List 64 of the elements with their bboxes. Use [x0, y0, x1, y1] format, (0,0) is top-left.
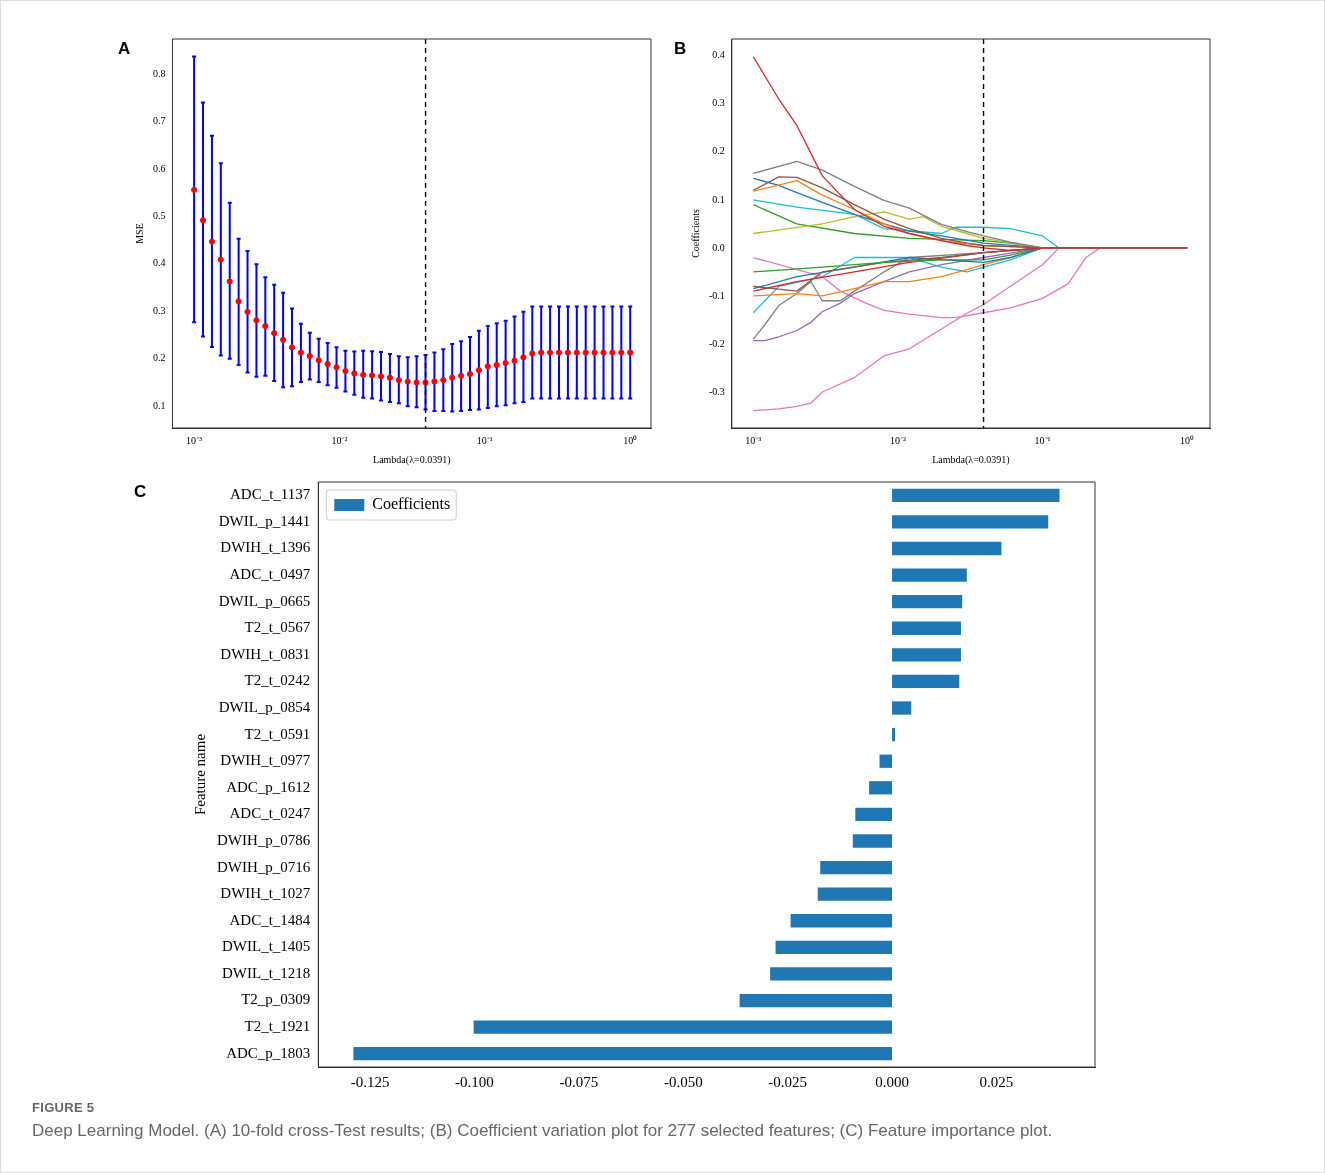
- x-tick-label: 10⁻²: [889, 434, 906, 446]
- y-tick-label: DWIH_t_1027: [220, 885, 311, 902]
- x-tick-label: 10⁻²: [331, 434, 348, 446]
- y-tick-label: 0.5: [153, 210, 166, 222]
- x-tick-label: -0.100: [455, 1073, 494, 1090]
- y-tick-label: T2_t_0591: [244, 725, 311, 742]
- y-tick-label: DWIH_t_1396: [220, 539, 311, 556]
- y-tick-label: 0.0: [712, 241, 725, 253]
- y-tick-label: 0.6: [153, 162, 166, 174]
- y-tick-label: ADC_t_0497: [229, 566, 311, 583]
- y-tick-label: ADC_p_1612: [226, 778, 311, 795]
- y-tick-label: T2_p_0309: [241, 991, 311, 1008]
- y-tick-label: 0.1: [712, 193, 725, 205]
- text: Deep Learning Model. (A) 10-fold cross-Test results; (B) Coefficient variation plot for 277 selected features; (C) Feature importance plot.: [32, 1121, 1053, 1141]
- y-tick-label: -0.1: [708, 289, 725, 301]
- y-tick-label: DWIL_p_0665: [218, 592, 311, 609]
- y-axis-title: Feature name: [191, 733, 208, 816]
- y-tick-label: 0.3: [712, 97, 725, 109]
- y-tick-label: T2_t_0567: [244, 619, 311, 636]
- y-tick-label: DWIH_p_0716: [216, 858, 311, 875]
- y-tick-label: DWIL_p_1441: [218, 512, 311, 529]
- y-tick-label: 0.7: [153, 115, 166, 127]
- y-tick-label: 0.2: [712, 145, 725, 157]
- y-tick-label: 0.4: [712, 49, 725, 61]
- chart-title: A: [118, 39, 131, 59]
- x-axis-title: Lambda(λ=0.0391): [932, 453, 1010, 466]
- y-axis-title: Coefficients: [689, 209, 701, 258]
- y-tick-label: -0.3: [708, 385, 725, 397]
- legend-label: Coefficients: [372, 495, 451, 513]
- x-tick-label: 0.025: [979, 1073, 1014, 1090]
- y-tick-label: T2_t_0242: [244, 672, 311, 689]
- y-tick-label: DWIH_t_0831: [220, 645, 311, 662]
- y-tick-label: DWIL_t_1218: [221, 964, 311, 981]
- x-tick-label: 10⁻³: [186, 434, 203, 446]
- x-tick-label: 10⁻¹: [1034, 434, 1051, 446]
- y-tick-label: DWIH_p_0786: [216, 831, 311, 848]
- chart-title: B: [674, 39, 687, 59]
- x-tick-label: -0.025: [768, 1073, 808, 1090]
- y-tick-label: T2_t_1921: [244, 1018, 311, 1035]
- y-axis-title: MSE: [133, 223, 145, 244]
- x-axis-title: Lambda(λ=0.0391): [373, 453, 451, 466]
- x-tick-label: -0.050: [663, 1073, 703, 1090]
- y-tick-label: 0.4: [153, 257, 166, 269]
- x-tick-label: 10⁻¹: [476, 434, 493, 446]
- x-tick-label: 0.000: [875, 1073, 909, 1090]
- y-tick-label: -0.2: [708, 337, 725, 349]
- caption: FIGURE 5: [32, 1100, 96, 1115]
- y-tick-label: 0.8: [153, 67, 166, 79]
- x-tick-label: 10⁰: [623, 434, 638, 446]
- y-tick-label: DWIL_p_0854: [218, 698, 311, 715]
- y-tick-label: 0.3: [153, 304, 166, 316]
- y-tick-label: DWIH_t_0977: [220, 752, 311, 769]
- y-tick-label: DWIL_t_1405: [221, 938, 311, 955]
- x-tick-label: -0.125: [350, 1073, 390, 1090]
- y-tick-label: 0.1: [153, 399, 166, 411]
- y-tick-label: 0.2: [153, 352, 166, 364]
- y-tick-label: ADC_p_1803: [226, 1044, 311, 1061]
- x-tick-label: 10⁻³: [745, 434, 762, 446]
- y-tick-label: ADC_t_0247: [229, 805, 311, 822]
- x-tick-label: 10⁰: [1180, 434, 1195, 446]
- y-tick-label: ADC_t_1484: [229, 911, 311, 928]
- x-tick-label: -0.075: [559, 1073, 599, 1090]
- text: C: [134, 482, 147, 502]
- y-tick-label: ADC_t_1137: [230, 486, 311, 503]
